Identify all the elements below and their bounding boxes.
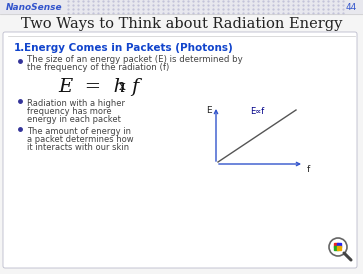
Text: 1.: 1. [14,43,25,53]
Text: Energy Comes in Packets (Photons): Energy Comes in Packets (Photons) [24,43,233,53]
Bar [0,0,363,14]
Text: energy in each packet: energy in each packet [27,115,121,124]
Text: f: f [307,165,310,174]
Text: E∝f: E∝f [250,107,264,116]
Text: The size of an energy packet (E) is determined by: The size of an energy packet (E) is dete… [27,56,243,64]
Text: frequency has more: frequency has more [27,107,112,116]
Text: E  =  h: E = h [58,78,126,96]
Text: Two Ways to Think about Radiation Energy: Two Ways to Think about Radiation Energy [21,17,343,31]
Text: Radiation with a higher: Radiation with a higher [27,98,125,107]
Text: The amount of energy in: The amount of energy in [27,127,131,136]
Text: a packet determines how: a packet determines how [27,135,134,144]
Text: it interacts with our skin: it interacts with our skin [27,142,129,152]
Circle shape [329,238,347,256]
Text: E: E [206,106,212,115]
Text: x: x [119,79,126,93]
Text: 44: 44 [346,2,357,12]
Text: NanoSense: NanoSense [6,2,63,12]
FancyBboxPatch shape [3,32,357,268]
Text: f: f [131,78,138,96]
Text: the frequency of the radiation (f): the frequency of the radiation (f) [27,62,169,72]
